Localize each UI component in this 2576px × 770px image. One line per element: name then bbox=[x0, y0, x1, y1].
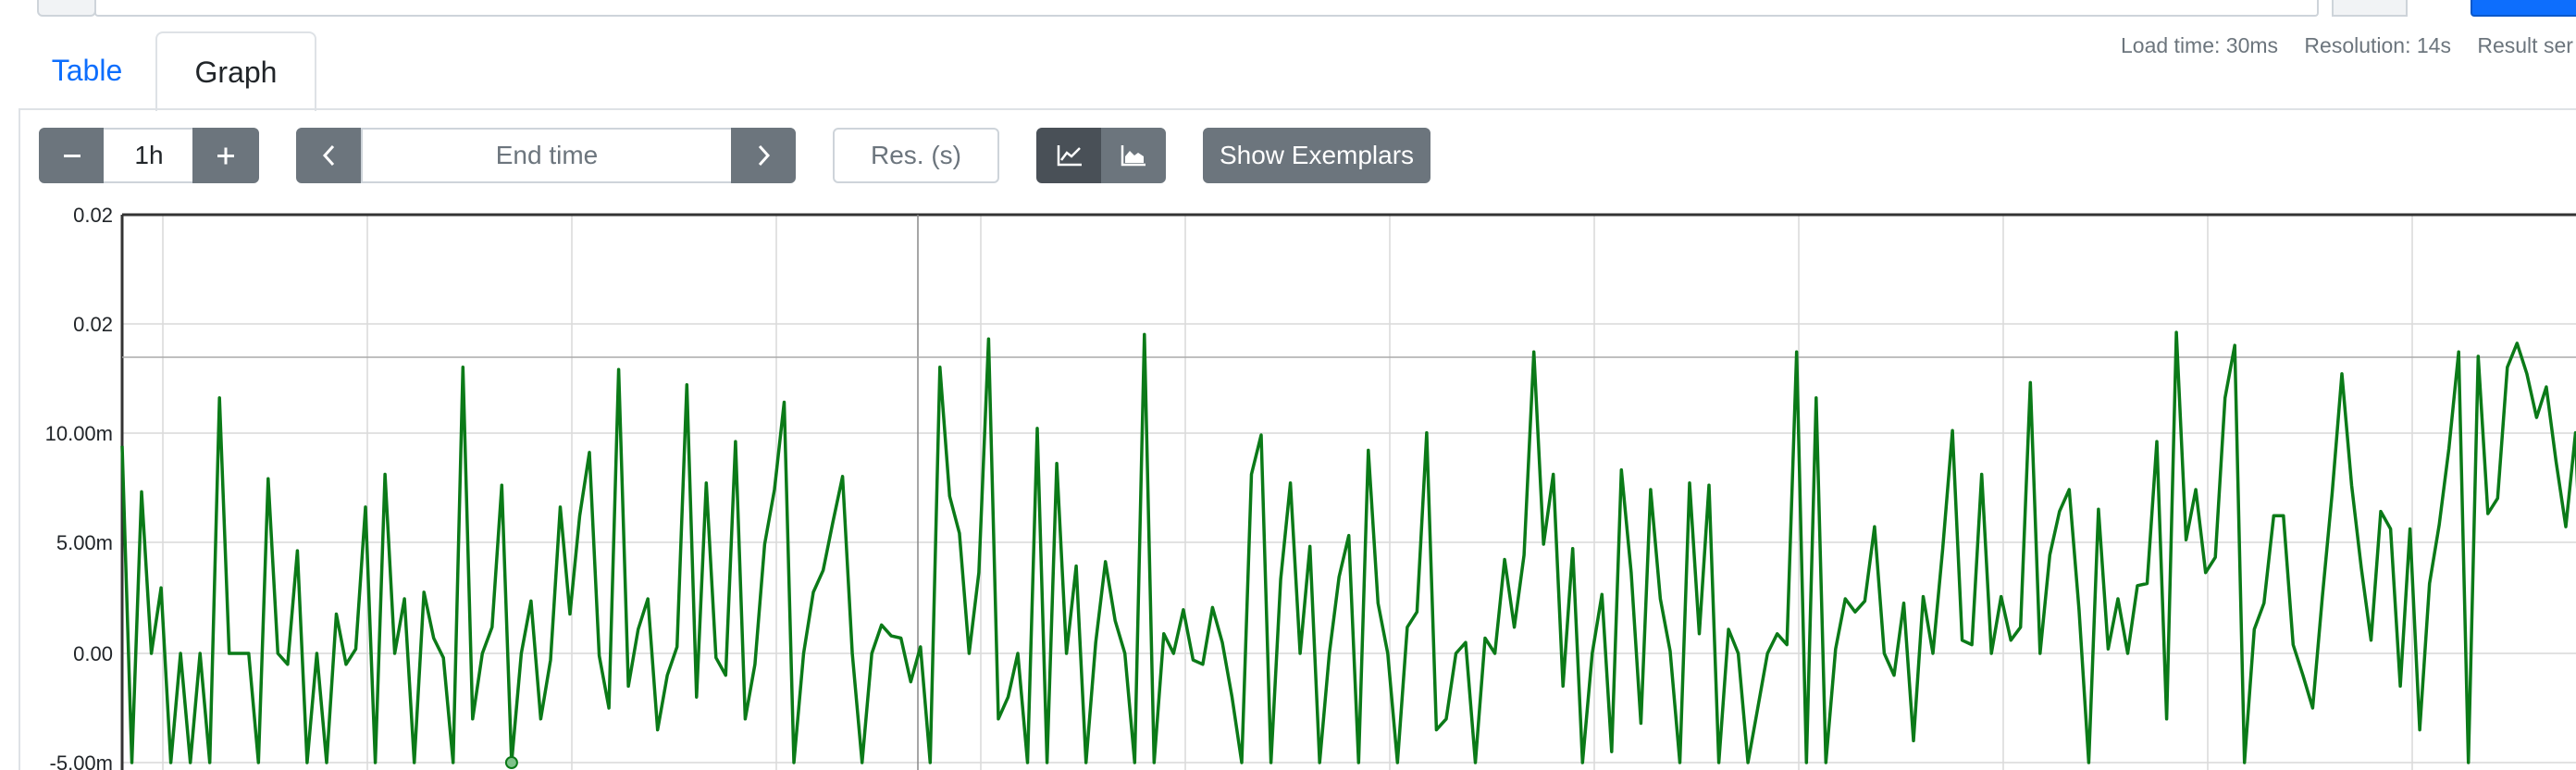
series-line bbox=[120, 330, 2576, 764]
y-tick-label: 0.02 bbox=[73, 204, 113, 227]
range-input[interactable]: 1h bbox=[104, 128, 194, 183]
y-tick-label: 5.00m bbox=[56, 531, 113, 554]
chart-grid bbox=[122, 214, 2576, 770]
hover-point bbox=[504, 756, 518, 769]
chevron-right-icon bbox=[758, 144, 771, 167]
history-button[interactable] bbox=[37, 0, 96, 17]
tab-table[interactable]: Table bbox=[51, 54, 123, 87]
graph-controls: 1h End time Res. (s) Show Exemplars bbox=[0, 126, 2576, 185]
y-tick-label: 10.00m bbox=[45, 422, 113, 445]
y-axis-ticks: 0.02 0.02 10.00m 5.00m 0.00 -5.00m bbox=[45, 204, 113, 770]
line-chart-button[interactable] bbox=[1036, 128, 1103, 183]
tab-divider bbox=[19, 108, 2576, 110]
area-chart-icon bbox=[1121, 145, 1146, 167]
chevron-left-icon bbox=[322, 144, 335, 167]
query-bar bbox=[0, 0, 2576, 17]
series-group bbox=[120, 330, 2576, 769]
minus-icon bbox=[64, 155, 80, 157]
plus-icon bbox=[217, 147, 234, 165]
metrics-explorer-button[interactable] bbox=[2332, 0, 2408, 17]
result-series: Result ser bbox=[2477, 33, 2573, 57]
stacked-chart-button[interactable] bbox=[1101, 128, 1166, 183]
panel-border bbox=[19, 108, 20, 770]
load-time: Load time: 30ms bbox=[2121, 33, 2279, 57]
increase-range-button[interactable] bbox=[192, 128, 259, 183]
graph-chart: 0.02 0.02 10.00m 5.00m 0.00 -5.00m bbox=[45, 204, 2576, 770]
previous-time-button[interactable] bbox=[296, 128, 363, 183]
y-tick-label: -5.00m bbox=[50, 751, 113, 770]
tab-graph[interactable]: Graph bbox=[155, 31, 316, 111]
resolution-input[interactable]: Res. (s) bbox=[833, 128, 999, 183]
show-exemplars-button[interactable]: Show Exemplars bbox=[1203, 128, 1430, 183]
expression-input[interactable] bbox=[94, 0, 2319, 17]
y-tick-label: 0.02 bbox=[73, 313, 113, 336]
query-stats: Load time: 30ms Resolution: 14s Result s… bbox=[2121, 33, 2576, 58]
execute-button[interactable] bbox=[2471, 0, 2576, 17]
line-chart-icon bbox=[1057, 145, 1082, 167]
resolution: Resolution: 14s bbox=[2304, 33, 2451, 57]
decrease-range-button[interactable] bbox=[39, 128, 105, 183]
y-tick-label: 0.00 bbox=[73, 642, 113, 665]
next-time-button[interactable] bbox=[731, 128, 796, 183]
end-time-input[interactable]: End time bbox=[361, 128, 733, 183]
